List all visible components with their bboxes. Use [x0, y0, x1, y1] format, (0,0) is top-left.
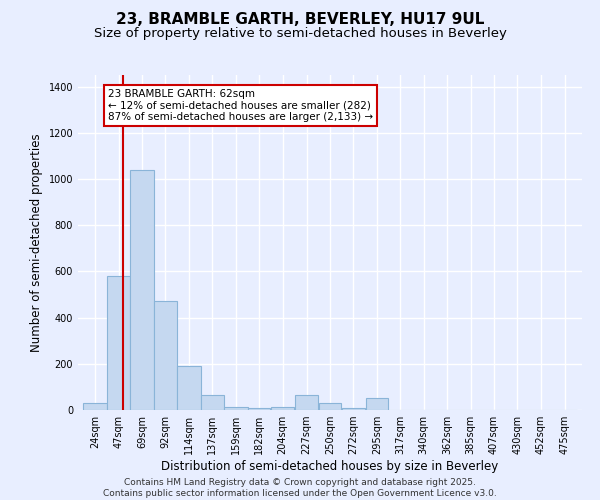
Text: Size of property relative to semi-detached houses in Beverley: Size of property relative to semi-detach…	[94, 28, 506, 40]
Bar	[201, 395, 224, 410]
Bar	[83, 403, 107, 410]
Bar	[319, 403, 341, 410]
Text: 23 BRAMBLE GARTH: 62sqm
← 12% of semi-detached houses are smaller (282)
87% of s: 23 BRAMBLE GARTH: 62sqm ← 12% of semi-de…	[107, 89, 373, 122]
X-axis label: Distribution of semi-detached houses by size in Beverley: Distribution of semi-detached houses by …	[161, 460, 499, 473]
Bar	[248, 408, 271, 410]
Bar	[224, 407, 248, 410]
Text: 23, BRAMBLE GARTH, BEVERLEY, HU17 9UL: 23, BRAMBLE GARTH, BEVERLEY, HU17 9UL	[116, 12, 484, 28]
Bar	[295, 395, 319, 410]
Bar	[107, 276, 130, 410]
Bar	[271, 406, 295, 410]
Y-axis label: Number of semi-detached properties: Number of semi-detached properties	[30, 133, 43, 352]
Text: Contains HM Land Registry data © Crown copyright and database right 2025.
Contai: Contains HM Land Registry data © Crown c…	[103, 478, 497, 498]
Bar	[177, 366, 201, 410]
Bar	[130, 170, 154, 410]
Bar	[365, 398, 388, 410]
Bar	[154, 302, 177, 410]
Bar	[341, 408, 365, 410]
